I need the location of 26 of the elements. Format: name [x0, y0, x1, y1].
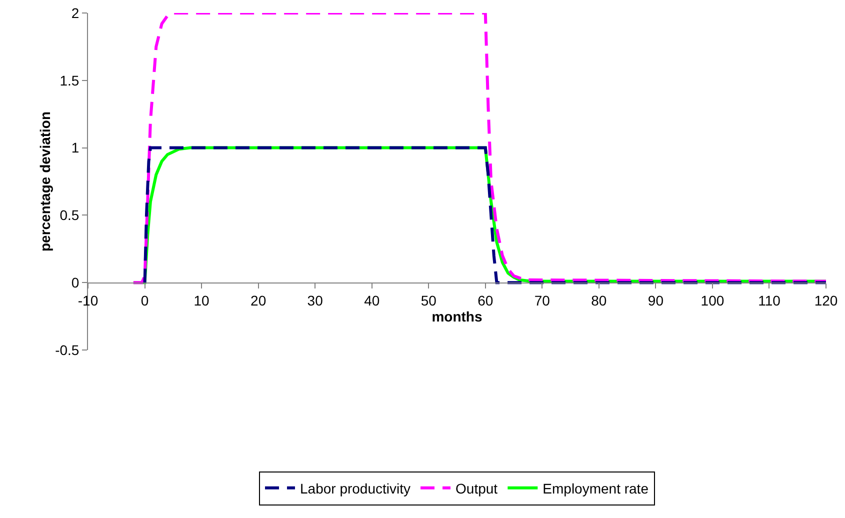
x-tick-label: 70: [534, 292, 550, 308]
x-tick-label: 110: [758, 292, 781, 308]
x-tick-label: 100: [700, 292, 724, 308]
y-tick-label: -0.5: [55, 342, 80, 358]
y-axis-title: percentage deviation: [37, 111, 53, 252]
x-tick-label: 80: [591, 292, 607, 308]
legend-label: Output: [456, 480, 498, 496]
x-tick-label: 30: [307, 292, 324, 308]
legend-label: Labor productivity: [300, 480, 411, 496]
x-tick-label: 10: [194, 292, 210, 308]
y-tick-label: 0: [71, 274, 80, 290]
x-tick-label: 120: [814, 292, 838, 308]
y-tick-label: 0.5: [60, 207, 80, 224]
x-tick-label: 50: [420, 292, 437, 308]
x-tick-label: 90: [648, 292, 664, 308]
x-tick-label: 40: [364, 292, 380, 308]
x-tick-label: 20: [250, 292, 266, 308]
x-tick-label: 60: [478, 292, 494, 308]
y-tick-label: 1: [71, 140, 80, 156]
x-axis-title: months: [432, 308, 482, 324]
x-tick-label: -10: [78, 292, 98, 308]
y-tick-label: 2: [71, 4, 80, 21]
line-series: [132, 13, 826, 284]
legend-label: Employment rate: [542, 480, 649, 496]
x-tick-label: 0: [140, 292, 149, 308]
y-tick-label: 1.5: [60, 72, 80, 88]
